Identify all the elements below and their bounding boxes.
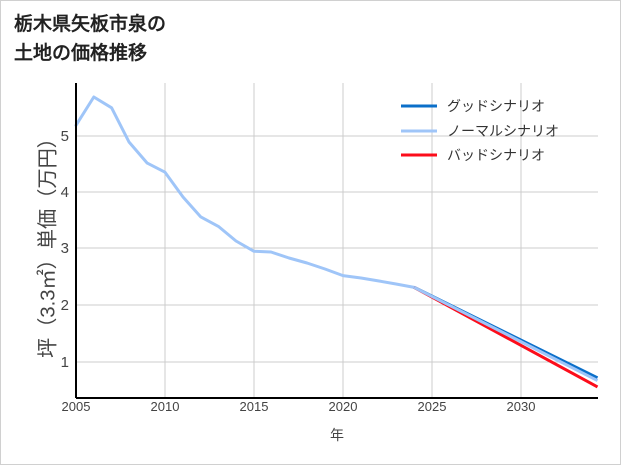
svg-text:2025: 2025 (418, 399, 447, 414)
svg-text:5: 5 (61, 128, 69, 145)
svg-text:2020: 2020 (329, 399, 358, 414)
svg-text:1: 1 (61, 354, 69, 371)
svg-text:2030: 2030 (507, 399, 536, 414)
svg-text:ノーマルシナリオ: ノーマルシナリオ (447, 123, 559, 139)
svg-text:2: 2 (61, 297, 69, 314)
svg-text:2005: 2005 (62, 399, 91, 414)
svg-text:坪（3.3㎡）単価（万円）: 坪（3.3㎡）単価（万円） (36, 128, 60, 358)
svg-text:グッドシナリオ: グッドシナリオ (447, 98, 545, 114)
svg-text:バッドシナリオ: バッドシナリオ (447, 147, 545, 163)
svg-text:2015: 2015 (240, 399, 269, 414)
svg-text:4: 4 (61, 184, 69, 201)
svg-text:年: 年 (330, 427, 344, 443)
svg-text:3: 3 (61, 240, 69, 257)
svg-text:2010: 2010 (151, 399, 180, 414)
